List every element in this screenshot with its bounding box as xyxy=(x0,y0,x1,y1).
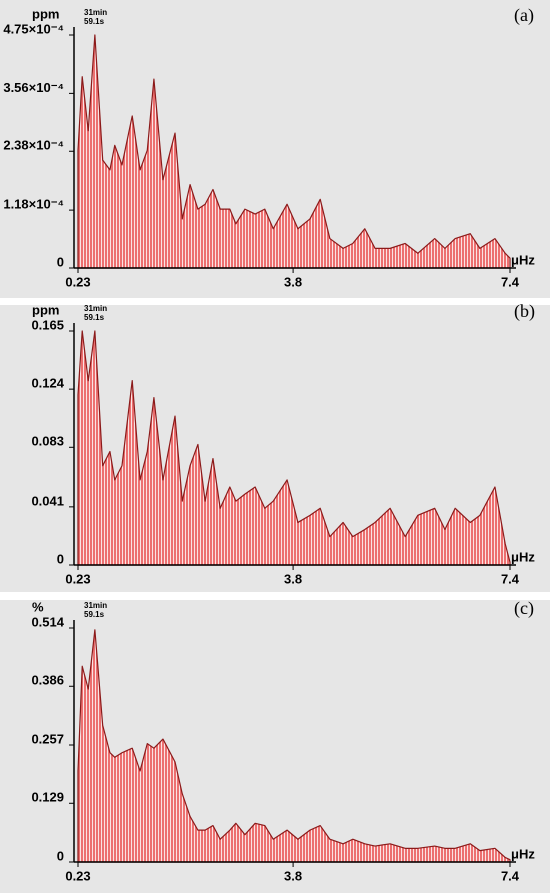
area xyxy=(77,629,511,863)
panel: 0 0.129 0.257 0.386 0.514 0.23 3.8 7.4% μHz (c) 31… xyxy=(0,598,550,893)
y-tick-label: 0.124 xyxy=(31,376,64,391)
annotation: 31min xyxy=(84,601,107,610)
x-unit: μHz xyxy=(511,846,535,861)
panel-label: (c) xyxy=(514,598,534,619)
panel-label: (a) xyxy=(514,5,534,26)
y-tick-label: 0.165 xyxy=(31,317,64,332)
y-tick-label: 0.514 xyxy=(31,614,64,629)
y-tick-label: 3.56×10⁻⁴ xyxy=(3,80,64,95)
annotation: 59.1s xyxy=(84,610,105,619)
y-tick-label: 0.257 xyxy=(31,731,64,746)
y-tick-label: 0 xyxy=(57,551,64,566)
annotation: 31min xyxy=(84,8,107,17)
panel: 0 1.18×10⁻⁴ 2.38×10⁻⁴ 3.56×10⁻⁴ 4.75×10⁻⁴ 0.2… xyxy=(0,0,550,298)
panel: 0 0.041 0.083 0.124 0.165 0.23 3.8 7.4 ppm μHz (b)… xyxy=(0,301,550,592)
y-tick-label: 1.18×10⁻⁴ xyxy=(3,197,64,212)
y-unit: % xyxy=(32,599,44,614)
x-tick-label: 0.23 xyxy=(65,274,90,289)
y-tick-label: 2.38×10⁻⁴ xyxy=(3,138,64,153)
y-tick-label: 0 xyxy=(57,848,64,863)
x-tick-label: 7.4 xyxy=(501,571,520,586)
panel-label: (b) xyxy=(514,301,535,322)
y-tick-label: 4.75×10⁻⁴ xyxy=(3,21,64,36)
y-tick-label: 0 xyxy=(57,254,64,269)
x-tick-label: 3.8 xyxy=(284,571,302,586)
x-tick-label: 0.23 xyxy=(65,868,90,883)
y-unit: ppm xyxy=(32,6,59,21)
annotation: 31min xyxy=(84,304,107,313)
y-tick-label: 0.386 xyxy=(31,673,64,688)
area xyxy=(77,34,511,269)
y-tick-label: 0.129 xyxy=(31,790,64,805)
x-tick-label: 3.8 xyxy=(284,868,302,883)
x-unit: μHz xyxy=(511,252,535,267)
annotation: 59.1s xyxy=(84,17,105,26)
x-unit: μHz xyxy=(511,549,535,564)
x-tick-label: 0.23 xyxy=(65,571,90,586)
x-tick-label: 7.4 xyxy=(501,274,520,289)
y-unit: ppm xyxy=(32,302,59,317)
y-tick-label: 0.083 xyxy=(31,434,64,449)
annotation: 59.1s xyxy=(84,313,105,322)
x-tick-label: 7.4 xyxy=(501,868,520,883)
area xyxy=(77,330,511,566)
x-tick-label: 3.8 xyxy=(284,274,302,289)
y-tick-label: 0.041 xyxy=(31,493,64,508)
